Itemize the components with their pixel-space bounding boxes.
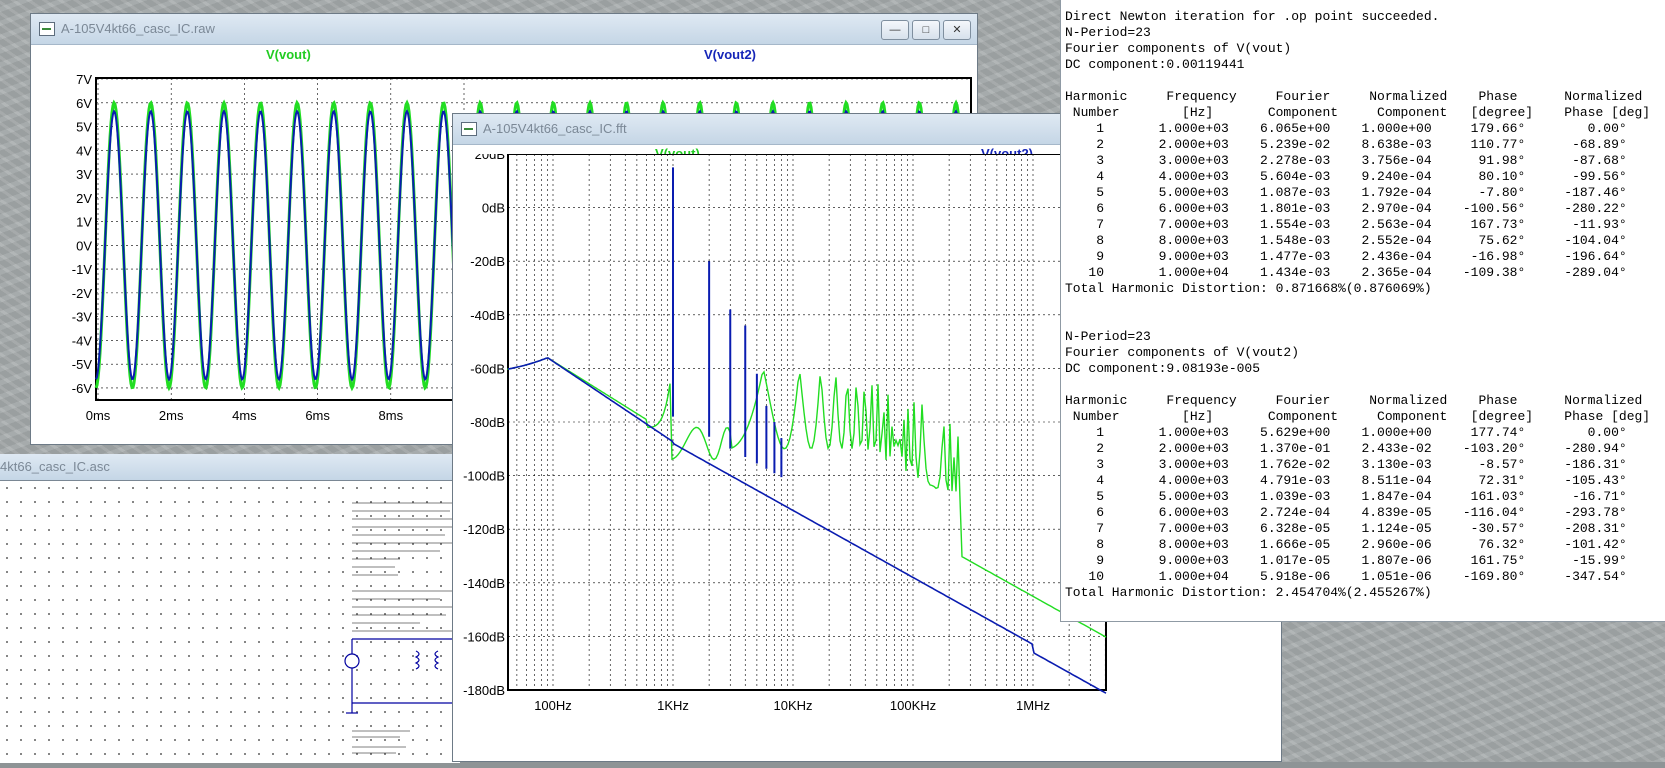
output-line: DC component:9.08193e-005 [1065,361,1261,376]
fft-y-tick: -20dB [470,254,505,269]
schematic-canvas[interactable] [0,480,460,763]
output-line: Direct Newton iteration for .op point su… [1065,9,1440,24]
output-line: N-Period=23 [1065,25,1151,40]
output-line: 3 3.000e+03 2.278e-03 3.756e-04 91.98° -… [1065,153,1627,168]
waveform-y-tick: -3V [72,310,93,325]
output-line: Total Harmonic Distortion: 0.871668%(0.8… [1065,281,1432,296]
fft-y-tick: -180dB [463,683,505,698]
waveform-y-tick: 5V [76,120,92,135]
output-line: 7 7.000e+03 6.328e-05 1.124e-05 -30.57° … [1065,521,1627,536]
schematic-titlebar[interactable]: 4kt66_casc_IC.asc [0,454,460,481]
schematic-title: 4kt66_casc_IC.asc [0,459,110,474]
output-line: N-Period=23 [1065,329,1151,344]
output-line: 4 4.000e+03 4.791e-03 8.511e-04 72.31° -… [1065,473,1627,488]
waveform-y-tick: -2V [72,286,93,301]
waveform-x-tick: 8ms [379,408,404,423]
output-line: Harmonic Frequency Fourier Normalized Ph… [1065,89,1643,104]
output-line: 2 2.000e+03 5.239e-02 8.638e-03 110.77° … [1065,137,1627,152]
output-line: 9 9.000e+03 1.017e-05 1.807e-06 161.75° … [1065,553,1627,568]
waveform-app-icon [39,22,55,36]
output-line: 6 6.000e+03 2.724e-04 4.839e-05 -116.04°… [1065,505,1627,520]
output-line: 9 9.000e+03 1.477e-03 2.436e-04 -16.98° … [1065,249,1627,264]
output-line: Fourier components of V(vout2) [1065,345,1300,360]
waveform-y-tick: 0V [76,238,92,253]
waveform-y-tick: -5V [72,357,93,372]
fft-y-tick: -40dB [470,308,505,323]
fft-x-tick: 1MHz [1016,698,1050,713]
fft-y-tick: -100dB [463,469,505,484]
output-line: DC component:0.00119441 [1065,57,1245,72]
fft-x-tick: 100Hz [534,698,572,713]
waveform-x-tick: 6ms [305,408,330,423]
fft-x-tick: 100KHz [890,698,936,713]
waveform-y-tick: 7V [76,72,92,87]
output-line: Number [Hz] Component Component [degree]… [1065,105,1651,120]
waveform-y-tick: 6V [76,96,92,111]
waveform-y-tick: -4V [72,333,93,348]
waveform-title: A-105V4kt66_casc_IC.raw [61,21,215,36]
output-line: 5 5.000e+03 1.039e-03 1.847e-04 161.03° … [1065,489,1627,504]
schematic-drawing [344,502,460,754]
fft-title: A-105V4kt66_casc_IC.fft [483,121,627,136]
waveform-y-tick: -6V [72,381,93,396]
trace-vout-label[interactable]: V(vout) [266,47,311,62]
waveform-x-tick: 2ms [159,408,184,423]
output-line: Total Harmonic Distortion: 2.454704%(2.4… [1065,585,1432,600]
schematic-circuit [344,638,460,714]
output-line: 10 1.000e+04 1.434e-03 2.365e-04 -109.38… [1065,265,1627,280]
waveform-y-tick: 2V [76,191,92,206]
trace-vout2-label[interactable]: V(vout2) [704,47,756,62]
output-line: 7 7.000e+03 1.554e-03 2.563e-04 167.73° … [1065,217,1627,232]
fft-y-tick: -60dB [470,361,505,376]
output-line: 10 1.000e+04 5.918e-06 1.051e-06 -169.80… [1065,569,1627,584]
waveform-x-tick: 0ms [86,408,111,423]
waveform-y-tick: 4V [76,143,92,158]
output-line: 2 2.000e+03 1.370e-01 2.433e-02 -103.20°… [1065,441,1627,456]
waveform-y-tick: 3V [76,167,92,182]
schematic-window[interactable]: 4kt66_casc_IC.asc [0,454,460,763]
fft-y-tick: -140dB [463,576,505,591]
output-line: 8 8.000e+03 1.666e-05 2.960e-06 76.32° -… [1065,537,1627,552]
output-line: 3 3.000e+03 1.762e-02 3.130e-03 -8.57° -… [1065,457,1627,472]
spice-output-log[interactable]: Direct Newton iteration for .op point su… [1060,0,1665,622]
waveform-y-tick: 1V [76,215,92,230]
fft-y-tick: -80dB [470,415,505,430]
fft-y-tick: -120dB [463,522,505,537]
fft-x-tick: 1KHz [657,698,689,713]
waveform-y-tick: -1V [72,262,93,277]
fft-y-tick: 20dB [475,154,505,162]
minimize-button[interactable]: — [881,20,909,40]
output-line: 1 1.000e+03 6.065e+00 1.000e+00 179.66° … [1065,121,1627,136]
output-line: Harmonic Frequency Fourier Normalized Ph… [1065,393,1643,408]
vout-spectrum [507,357,1107,638]
output-line: 8 8.000e+03 1.548e-03 2.552e-04 75.62° -… [1065,233,1627,248]
close-button[interactable]: ✕ [943,20,971,40]
output-line: 6 6.000e+03 1.801e-03 2.970e-04 -100.56°… [1065,201,1627,216]
vout2-spectrum [507,357,1107,694]
fft-y-tick: 0dB [482,201,505,216]
fft-plot[interactable]: 20dB 0dB -20dB -40dB -60dB -80dB -100dB -120dB -… [453,154,1281,761]
waveform-x-tick: 4ms [232,408,257,423]
waveform-titlebar[interactable]: A-105V4kt66_casc_IC.raw — □ ✕ [31,14,977,45]
fft-app-icon [461,122,477,136]
fft-y-tick: -160dB [463,629,505,644]
maximize-button[interactable]: □ [912,20,940,40]
output-line: 5 5.000e+03 1.087e-03 1.792e-04 -7.80° -… [1065,185,1627,200]
output-line: Fourier components of V(vout) [1065,41,1292,56]
output-line: 1 1.000e+03 5.629e+00 1.000e+00 177.74° … [1065,425,1627,440]
output-line: 4 4.000e+03 5.604e-03 9.240e-04 80.10° -… [1065,169,1627,184]
fft-x-tick: 10KHz [773,698,812,713]
output-line: Number [Hz] Component Component [degree]… [1065,409,1651,424]
fft-frame [507,154,1107,691]
